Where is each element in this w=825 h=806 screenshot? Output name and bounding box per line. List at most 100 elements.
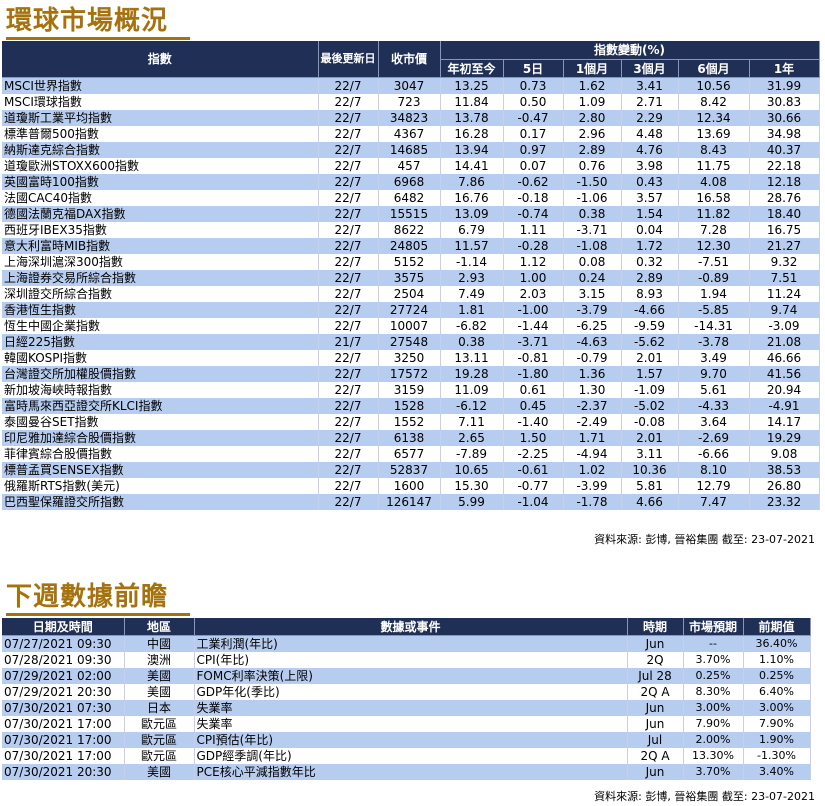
close-price-cell: 6482 bbox=[378, 189, 441, 206]
market-table-row: MSCI世界指數 22/7 3047 13.25 0.73 1.62 3.41 10.56 31… bbox=[2, 77, 820, 94]
1m-change-cell: 2.80 bbox=[563, 109, 622, 126]
index-name-cell: 巴西聖保羅證交所指數 bbox=[2, 493, 319, 510]
updated-date-cell: 22/7 bbox=[318, 429, 379, 446]
close-price-cell: 1528 bbox=[378, 397, 441, 414]
market-overview-table: 指數 最後更新日 收市價 指數變動(%) 年初至今 5日 1個月 3個月 6個月… bbox=[2, 41, 820, 510]
market-table-row: 標準普爾500指數 22/7 4367 16.28 0.17 2.96 4.48 13.69 3… bbox=[2, 125, 820, 142]
market-title-underline bbox=[6, 37, 190, 40]
ytd-change-cell: 7.49 bbox=[440, 285, 504, 302]
market-table-row: 新加坡海峽時報指數 22/7 3159 11.09 0.61 1.30 -1.09 5.61 2… bbox=[2, 381, 820, 398]
datetime-cell: 07/30/2021 17:00 bbox=[2, 732, 125, 748]
1m-change-cell: -0.79 bbox=[563, 349, 622, 366]
1y-change-cell: 22.18 bbox=[749, 157, 820, 174]
datetime-cell: 07/28/2021 09:30 bbox=[2, 652, 125, 668]
header-5d: 5日 bbox=[503, 59, 564, 78]
header-6m: 6個月 bbox=[678, 59, 750, 78]
5d-change-cell: -0.61 bbox=[503, 461, 564, 478]
event-cell: FOMC利率決策(上限) bbox=[194, 668, 628, 684]
ytd-change-cell: -6.12 bbox=[440, 397, 504, 414]
ytd-change-cell: 11.57 bbox=[440, 237, 504, 254]
1m-change-cell: 0.08 bbox=[563, 253, 622, 270]
period-cell: Jul 28 bbox=[627, 668, 684, 684]
6m-change-cell: 4.08 bbox=[678, 173, 750, 190]
6m-change-cell: 11.82 bbox=[678, 205, 750, 222]
forecast-cell: -- bbox=[683, 635, 744, 652]
updated-date-cell: 22/7 bbox=[318, 397, 379, 414]
1y-change-cell: 26.80 bbox=[749, 477, 820, 494]
3m-change-cell: 2.29 bbox=[621, 109, 679, 126]
index-name-cell: 恆生中國企業指數 bbox=[2, 317, 319, 334]
calendar-table-row: 07/27/2021 09:30 中國 工業利潤(年比) Jun -- 36.40% bbox=[2, 635, 811, 652]
calendar-source-note: 資料來源: 彭博, 晉裕集團 截至: 23-07-2021 bbox=[594, 790, 815, 803]
3m-change-cell: 2.01 bbox=[621, 349, 679, 366]
datetime-cell: 07/27/2021 09:30 bbox=[2, 635, 125, 652]
index-name-cell: 香港恆生指數 bbox=[2, 301, 319, 318]
1y-change-cell: 12.18 bbox=[749, 173, 820, 190]
3m-change-cell: 3.41 bbox=[621, 77, 679, 94]
updated-date-cell: 22/7 bbox=[318, 77, 379, 94]
1m-change-cell: 0.24 bbox=[563, 269, 622, 286]
3m-change-cell: 0.32 bbox=[621, 253, 679, 270]
6m-change-cell: 8.42 bbox=[678, 93, 750, 110]
index-name-cell: 菲律賓綜合股價指數 bbox=[2, 445, 319, 462]
market-table-row: 巴西聖保羅證交所指數 22/7 126147 5.99 -1.04 -1.78 4.66 7.… bbox=[2, 493, 820, 510]
6m-change-cell: 1.94 bbox=[678, 285, 750, 302]
ytd-change-cell: 14.41 bbox=[440, 157, 504, 174]
market-table-row: 標普孟買SENSEX指數 22/7 52837 10.65 -0.61 1.02 10.36… bbox=[2, 461, 820, 478]
ytd-change-cell: -1.14 bbox=[440, 253, 504, 270]
index-name-cell: 意大利富時MIB指數 bbox=[2, 237, 319, 254]
3m-change-cell: 0.04 bbox=[621, 221, 679, 238]
3m-change-cell: 1.57 bbox=[621, 365, 679, 382]
index-name-cell: 台灣證交所加權股價指數 bbox=[2, 365, 319, 382]
updated-date-cell: 22/7 bbox=[318, 413, 379, 430]
ytd-change-cell: 2.93 bbox=[440, 269, 504, 286]
close-price-cell: 3575 bbox=[378, 269, 441, 286]
1y-change-cell: 30.66 bbox=[749, 109, 820, 126]
index-name-cell: 印尼雅加達綜合股價指數 bbox=[2, 429, 319, 446]
1m-change-cell: 1.62 bbox=[563, 77, 622, 94]
close-price-cell: 14685 bbox=[378, 141, 441, 158]
6m-change-cell: 10.56 bbox=[678, 77, 750, 94]
3m-change-cell: -4.66 bbox=[621, 301, 679, 318]
period-cell: Jun bbox=[627, 716, 684, 732]
updated-date-cell: 21/7 bbox=[318, 333, 379, 350]
1y-change-cell: 11.24 bbox=[749, 285, 820, 302]
market-table-row: 道瓊歐洲STOXX600指數 22/7 457 14.41 0.07 0.76 3.98 11… bbox=[2, 157, 820, 174]
5d-change-cell: 2.03 bbox=[503, 285, 564, 302]
event-cell: 失業率 bbox=[194, 716, 628, 732]
index-name-cell: 俄羅斯RTS指數(美元) bbox=[2, 477, 319, 494]
previous-cell: -1.30% bbox=[743, 748, 811, 764]
updated-date-cell: 22/7 bbox=[318, 141, 379, 158]
ytd-change-cell: 7.11 bbox=[440, 413, 504, 430]
calendar-title-underline bbox=[6, 613, 190, 616]
event-cell: 失業率 bbox=[194, 700, 628, 716]
5d-change-cell: 0.97 bbox=[503, 141, 564, 158]
3m-change-cell: 4.76 bbox=[621, 141, 679, 158]
event-cell: CPI(年比) bbox=[194, 652, 628, 668]
3m-change-cell: 4.66 bbox=[621, 493, 679, 510]
6m-change-cell: 9.70 bbox=[678, 365, 750, 382]
period-cell: 2Q A bbox=[627, 684, 684, 700]
period-cell: Jul bbox=[627, 732, 684, 748]
market-table-row: MSCI環球指數 22/7 723 11.84 0.50 1.09 2.71 8.42 30.8… bbox=[2, 93, 820, 110]
close-price-cell: 34823 bbox=[378, 109, 441, 126]
ytd-change-cell: 13.09 bbox=[440, 205, 504, 222]
3m-change-cell: 5.81 bbox=[621, 477, 679, 494]
market-table-row: 上海深圳滬深300指數 22/7 5152 -1.14 1.12 0.08 0.32 -7.5… bbox=[2, 253, 820, 270]
5d-change-cell: -3.71 bbox=[503, 333, 564, 350]
close-price-cell: 52837 bbox=[378, 461, 441, 478]
forecast-cell: 13.30% bbox=[683, 748, 744, 764]
header-close: 收市價 bbox=[378, 41, 441, 78]
1y-change-cell: 14.17 bbox=[749, 413, 820, 430]
6m-change-cell: 12.79 bbox=[678, 477, 750, 494]
6m-change-cell: -6.66 bbox=[678, 445, 750, 462]
5d-change-cell: -0.47 bbox=[503, 109, 564, 126]
calendar-table-row: 07/29/2021 02:00 美國 FOMC利率決策(上限) Jul 28 0.25… bbox=[2, 668, 811, 684]
index-name-cell: MSCI世界指數 bbox=[2, 77, 319, 94]
1m-change-cell: 0.38 bbox=[563, 205, 622, 222]
close-price-cell: 8622 bbox=[378, 221, 441, 238]
forecast-cell: 3.00% bbox=[683, 700, 744, 716]
1y-change-cell: 9.08 bbox=[749, 445, 820, 462]
period-cell: Jun bbox=[627, 764, 684, 780]
forecast-cell: 3.70% bbox=[683, 764, 744, 780]
